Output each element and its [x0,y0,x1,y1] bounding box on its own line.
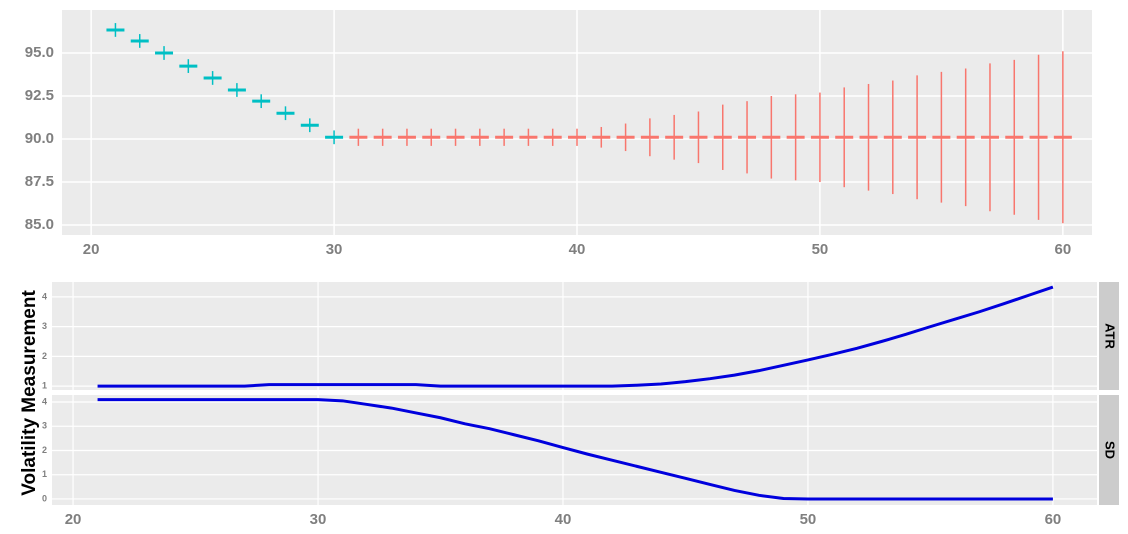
y-tick-label: 95.0 [25,44,54,61]
y-tick-label: 0 [42,493,47,503]
facet-strip [1099,282,1119,390]
x-tick-label: 40 [569,241,586,258]
x-tick-label: 60 [1045,511,1062,528]
y-tick-label: 1 [42,469,47,479]
x-tick-label: 40 [555,511,572,528]
x-tick-label: 20 [83,241,100,258]
facet-strip [1099,395,1119,505]
panel-background [52,282,1097,390]
line [97,285,1054,388]
y-tick-label: 92.5 [25,87,54,104]
x-tick-label: 60 [1055,241,1072,258]
y-tick-label: 2 [42,445,47,455]
x-tick-label: 50 [800,511,817,528]
y-tick-label: 3 [42,421,47,431]
x-tick-label: 50 [812,241,829,258]
y-tick-label: 1 [42,381,47,391]
facet-label: SD [1103,441,1118,459]
y-axis-title: Volatility Measurement [19,290,40,496]
y-tick-label: 4 [42,396,47,406]
y-tick-label: 90.0 [25,130,54,147]
x-tick-label: 30 [326,241,343,258]
line [97,398,1053,501]
y-tick-label: 3 [42,321,47,331]
x-tick-label: 30 [310,511,327,528]
y-tick-label: 85.0 [25,216,54,233]
y-tick-label: 4 [42,291,47,301]
y-tick-label: 87.5 [25,173,54,190]
y-tick-label: 2 [42,351,47,361]
facet-label: ATR [1103,323,1118,349]
x-tick-label: 20 [65,511,82,528]
